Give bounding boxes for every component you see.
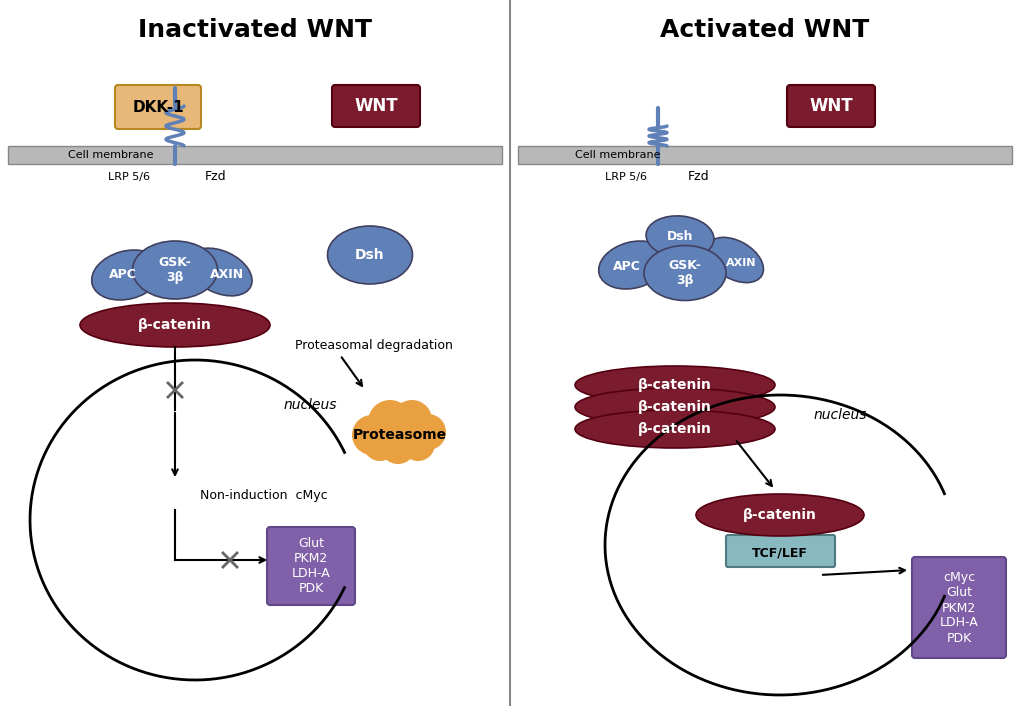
- Text: Dsh: Dsh: [666, 230, 693, 244]
- Text: β-catenin: β-catenin: [638, 378, 711, 392]
- Text: β-catenin: β-catenin: [638, 400, 711, 414]
- Text: Fzd: Fzd: [205, 171, 226, 184]
- Text: nucleus: nucleus: [283, 398, 336, 412]
- Text: Glut
PKM2
LDH-A
PDK: Glut PKM2 LDH-A PDK: [291, 537, 330, 595]
- Text: Cell membrane: Cell membrane: [575, 150, 660, 160]
- Circle shape: [368, 400, 412, 444]
- Text: nucleus: nucleus: [812, 408, 866, 422]
- Text: Proteasomal degradation: Proteasomal degradation: [294, 338, 452, 352]
- Text: Inactivated WNT: Inactivated WNT: [138, 18, 372, 42]
- Text: Non-induction  cMyc: Non-induction cMyc: [200, 489, 327, 501]
- Circle shape: [352, 415, 391, 455]
- Text: AXIN: AXIN: [726, 258, 755, 268]
- Text: APC: APC: [109, 268, 137, 282]
- Text: DKK-1: DKK-1: [132, 100, 183, 114]
- Text: LRP 5/6: LRP 5/6: [604, 172, 646, 182]
- Text: Fzd: Fzd: [688, 171, 709, 184]
- FancyBboxPatch shape: [726, 535, 835, 567]
- Circle shape: [380, 428, 416, 464]
- Text: WNT: WNT: [808, 97, 852, 115]
- Ellipse shape: [79, 303, 270, 347]
- Text: Dsh: Dsh: [355, 248, 384, 262]
- Ellipse shape: [575, 366, 774, 404]
- FancyBboxPatch shape: [115, 85, 201, 129]
- Ellipse shape: [327, 226, 412, 284]
- FancyBboxPatch shape: [267, 527, 355, 605]
- Text: Cell membrane: Cell membrane: [68, 150, 153, 160]
- Text: Activated WNT: Activated WNT: [659, 18, 869, 42]
- FancyBboxPatch shape: [911, 557, 1005, 658]
- Text: GSK-
3β: GSK- 3β: [158, 256, 192, 284]
- Circle shape: [391, 400, 432, 440]
- FancyBboxPatch shape: [331, 85, 420, 127]
- Bar: [8, 146, 501, 164]
- Text: APC: APC: [612, 261, 640, 273]
- Ellipse shape: [598, 241, 666, 289]
- Bar: [518, 146, 1011, 164]
- Text: GSK-
3β: GSK- 3β: [667, 259, 701, 287]
- Ellipse shape: [575, 410, 774, 448]
- Text: AXIN: AXIN: [210, 268, 244, 282]
- Ellipse shape: [187, 248, 252, 296]
- Text: β-catenin: β-catenin: [138, 318, 212, 332]
- Ellipse shape: [575, 388, 774, 426]
- Text: LRP 5/6: LRP 5/6: [108, 172, 150, 182]
- Circle shape: [363, 427, 396, 461]
- Ellipse shape: [643, 246, 726, 301]
- Ellipse shape: [645, 216, 713, 258]
- Text: β-catenin: β-catenin: [742, 508, 816, 522]
- Ellipse shape: [706, 237, 763, 282]
- Ellipse shape: [92, 250, 162, 300]
- Ellipse shape: [132, 241, 217, 299]
- Text: WNT: WNT: [354, 97, 397, 115]
- Ellipse shape: [695, 494, 863, 536]
- FancyBboxPatch shape: [787, 85, 874, 127]
- Circle shape: [400, 427, 434, 461]
- Text: TCF/LEF: TCF/LEF: [751, 546, 807, 559]
- Circle shape: [410, 414, 445, 450]
- Text: cMyc
Glut
PKM2
LDH-A
PDK: cMyc Glut PKM2 LDH-A PDK: [938, 571, 977, 645]
- Text: Proteasome: Proteasome: [353, 428, 446, 442]
- Text: β-catenin: β-catenin: [638, 422, 711, 436]
